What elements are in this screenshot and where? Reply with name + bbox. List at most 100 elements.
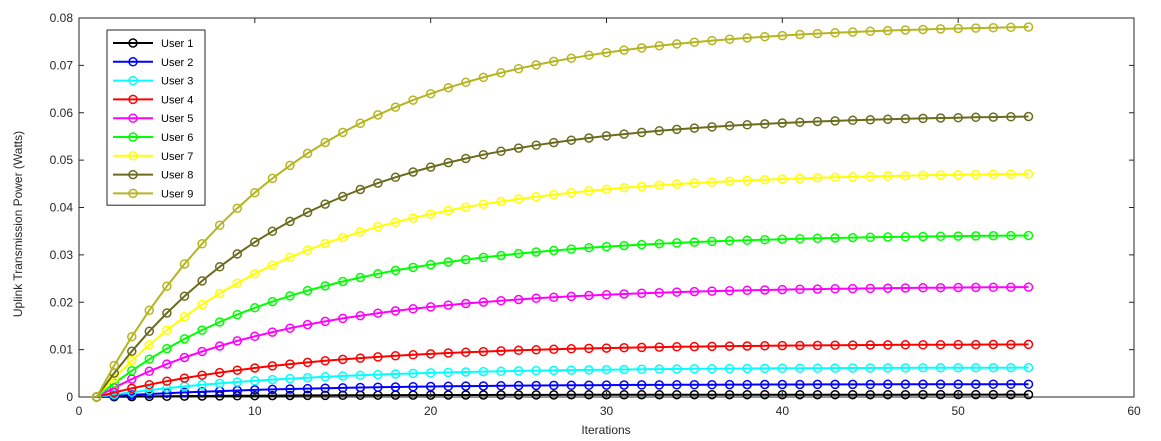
data-point (549, 189, 559, 200)
data-point (425, 209, 436, 219)
data-point (232, 377, 243, 387)
legend-marker (128, 132, 138, 142)
data-point (601, 380, 612, 390)
data-point (654, 180, 665, 190)
data-point (250, 331, 260, 342)
data-point (795, 29, 805, 40)
data-point (584, 243, 594, 253)
data-point (672, 124, 682, 135)
data-point (197, 380, 207, 390)
data-point (232, 203, 243, 213)
data-point (250, 363, 260, 373)
data-point (707, 389, 717, 400)
data-point (918, 389, 928, 400)
data-point (197, 325, 207, 335)
data-point (302, 383, 313, 394)
data-point (214, 262, 225, 272)
series-8 (91, 111, 1034, 402)
data-point (127, 390, 137, 400)
data-point (373, 308, 383, 318)
data-point (197, 276, 207, 286)
data-point (549, 137, 559, 148)
data-point (883, 25, 893, 36)
legend-marker (128, 188, 138, 199)
data-point (566, 291, 577, 302)
data-point (1006, 362, 1016, 373)
data-point (1023, 362, 1034, 373)
data-point (250, 303, 260, 313)
data-point (443, 348, 454, 358)
data-point (742, 341, 752, 351)
data-point (267, 390, 278, 401)
legend-label: User 3 (161, 76, 193, 88)
data-point (654, 126, 665, 136)
data-point (636, 390, 647, 400)
data-point (760, 341, 770, 351)
data-point (390, 369, 401, 379)
data-point (988, 169, 999, 180)
data-point (549, 245, 559, 256)
data-point (812, 379, 823, 390)
series-2 (91, 379, 1034, 402)
data-point (162, 343, 172, 354)
data-point (338, 191, 348, 202)
data-point (320, 316, 330, 327)
data-point (531, 380, 541, 391)
data-point (250, 376, 260, 386)
data-point (584, 290, 594, 301)
data-point (338, 354, 348, 365)
data-point (373, 110, 383, 120)
data-point (549, 380, 559, 391)
data-point (267, 384, 278, 395)
data-point (531, 191, 541, 202)
data-point (777, 118, 788, 128)
data-point (830, 284, 840, 294)
data-point (531, 345, 541, 355)
data-point (935, 282, 946, 293)
data-point (302, 245, 313, 255)
data-point (988, 22, 999, 33)
legend-marker (128, 113, 138, 123)
data-point (935, 339, 946, 350)
data-point (812, 173, 823, 183)
data-point (267, 327, 278, 337)
data-point (707, 286, 717, 296)
x-tick-label: 0 (76, 404, 83, 418)
data-point (513, 194, 524, 204)
data-point (865, 363, 876, 373)
data-point (478, 252, 489, 263)
data-point (636, 364, 647, 375)
data-point (707, 379, 717, 390)
data-point (355, 370, 366, 381)
data-point (830, 379, 840, 390)
data-point (900, 283, 911, 293)
legend-label: User 5 (161, 113, 193, 125)
data-point (390, 265, 401, 276)
data-point (496, 250, 506, 261)
data-point (812, 116, 823, 127)
data-point (672, 179, 682, 189)
data-point (144, 366, 155, 377)
data-point (566, 53, 577, 63)
series-line (96, 366, 1029, 398)
data-point (127, 383, 137, 394)
data-point (390, 172, 401, 183)
data-point (760, 285, 770, 295)
data-point (1006, 389, 1016, 400)
data-point (865, 340, 876, 350)
data-point (197, 346, 207, 357)
data-point (390, 351, 401, 361)
data-point (865, 389, 876, 400)
data-point (179, 291, 190, 301)
x-tick-label: 50 (951, 404, 965, 418)
data-point (742, 363, 752, 374)
data-point (654, 380, 665, 390)
data-point (1023, 111, 1034, 122)
data-point (689, 178, 700, 188)
data-point (1006, 169, 1016, 179)
data-point (566, 135, 577, 145)
data-point (654, 390, 665, 400)
data-point (566, 187, 577, 198)
data-point (1006, 230, 1016, 241)
